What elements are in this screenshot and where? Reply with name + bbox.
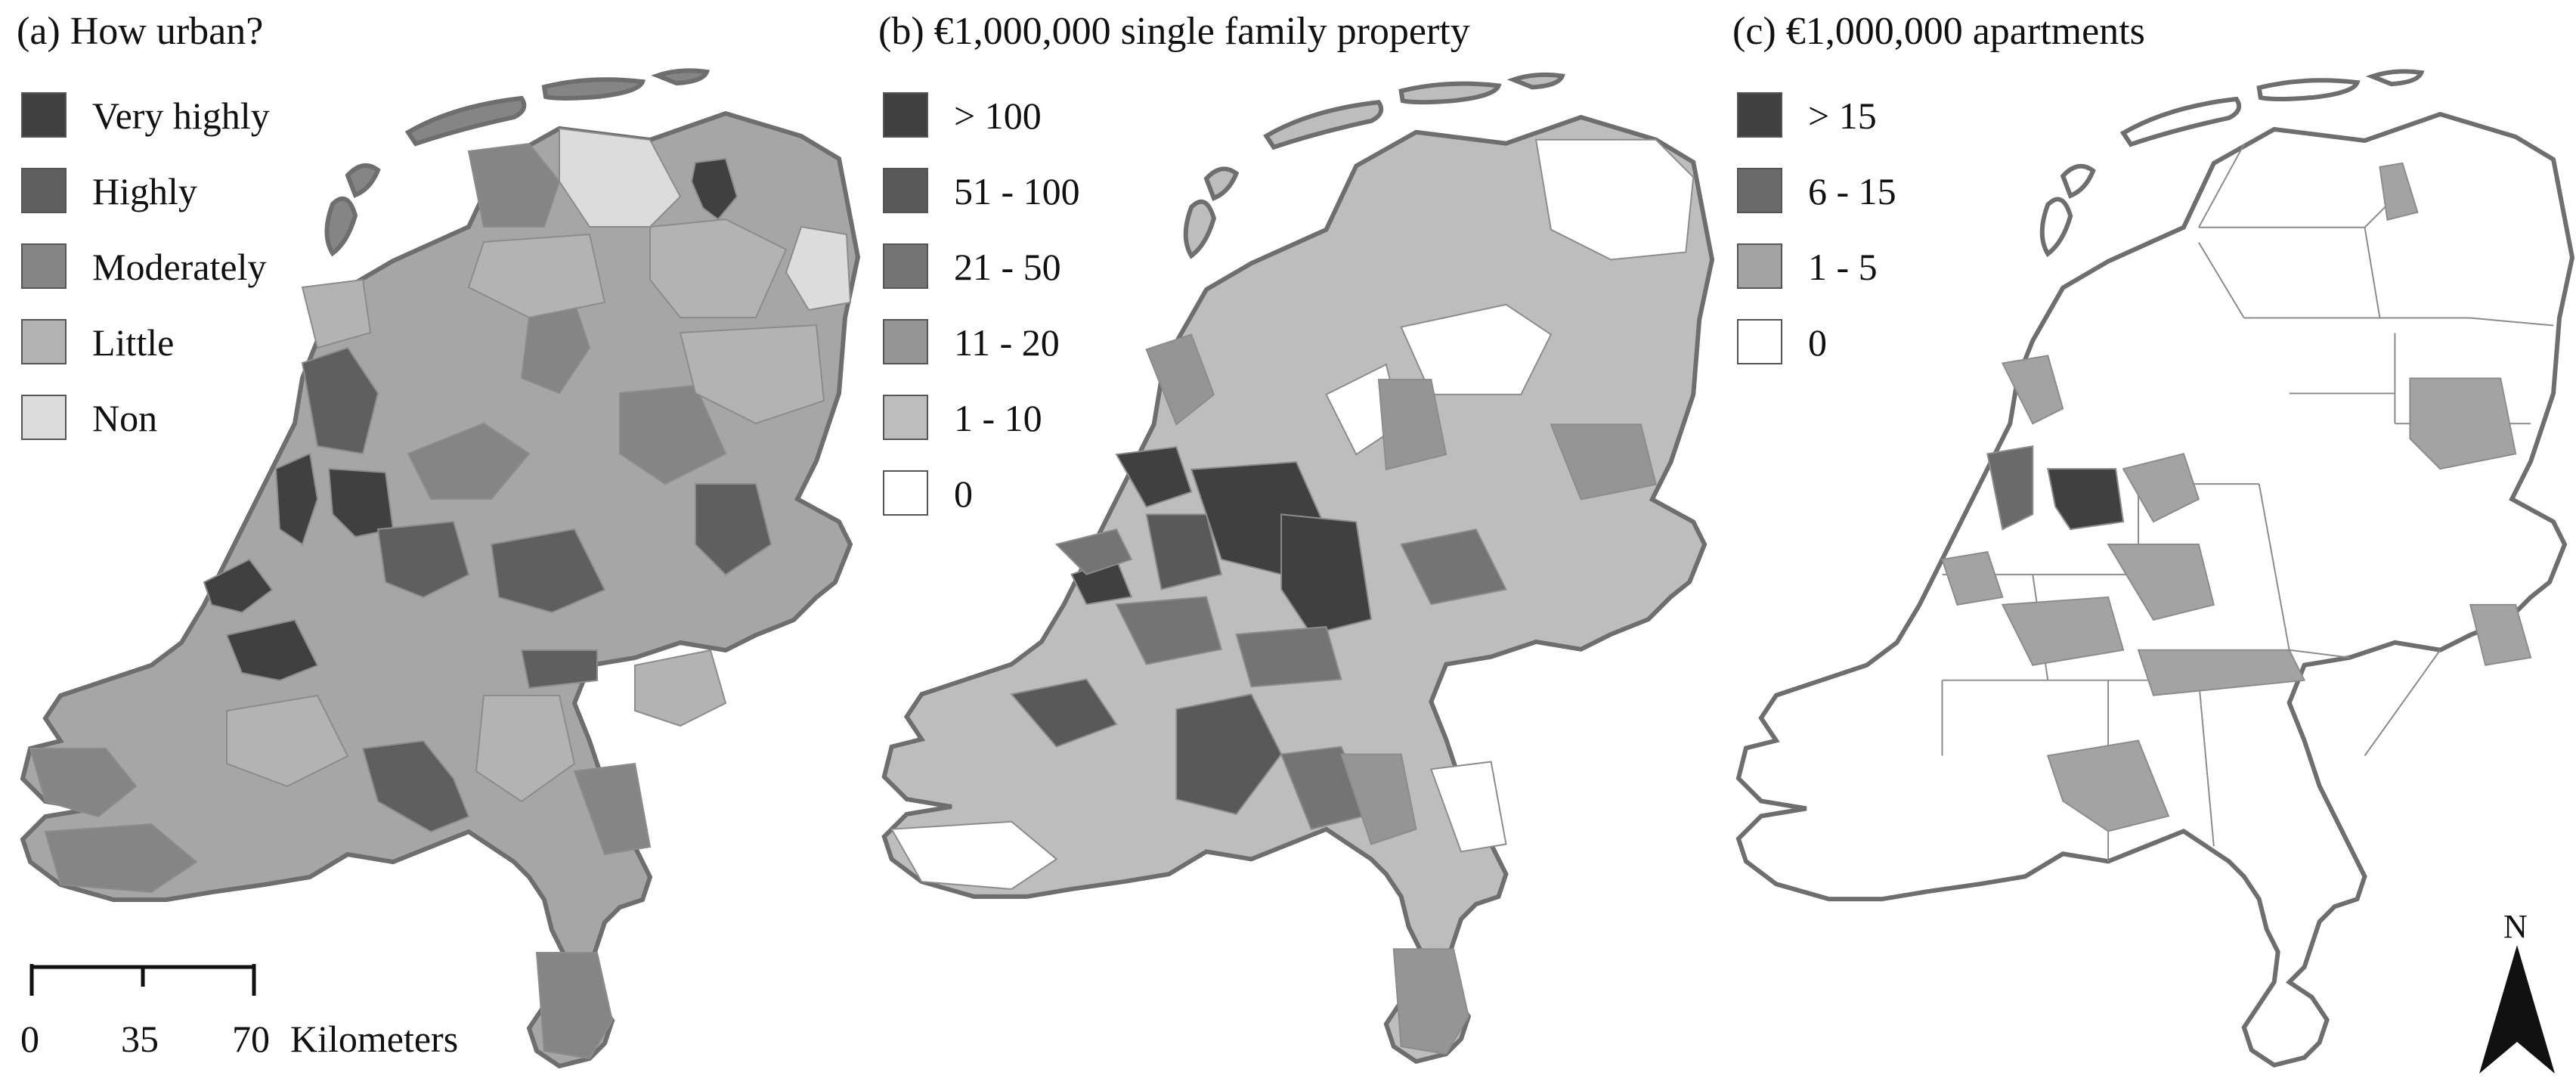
legend-swatch [883,92,928,138]
legend-swatch [21,319,67,364]
scale-bar-line [29,964,256,996]
map-apartments [1735,69,2575,1068]
legend-swatch [21,92,67,138]
scale-tick-label: 35 [121,1018,159,1060]
legend-swatch [883,168,928,213]
panel-title: (b) €1,000,000 single family property [878,10,1470,53]
legend-swatch [21,395,67,440]
legend-label: 1 - 10 [954,397,1042,439]
scale-unit-label: Kilometers [290,1018,459,1060]
legend-swatch [883,395,928,440]
legend-swatch [883,470,928,516]
legend-swatch [1737,168,1782,213]
region-fills [890,138,1695,1055]
wadden-islands [2039,69,2425,258]
legend-label: 51 - 100 [954,170,1080,212]
legend-swatch [883,319,928,364]
legend-label: 0 [954,473,973,515]
legend-label: Highly [92,170,197,212]
legend-label: Non [92,397,158,439]
legend-label: 21 - 50 [954,246,1061,288]
legend-label: 0 [1808,321,1827,364]
panel-how-urban: (a) How urban? Very highly Highly Modera… [0,0,862,1091]
legend-label: 6 - 15 [1808,170,1896,212]
north-arrow: N [2472,907,2562,1081]
legend-label: Little [92,321,175,364]
panel-single-family-property: (b) €1,000,000 single family property > … [862,0,1716,1091]
scale-tick-label: 0 [20,1018,39,1060]
legend-swatch [883,243,928,289]
legend-swatch [1737,319,1782,364]
north-label: N [2503,908,2528,945]
wadden-islands [1183,72,1565,259]
wadden-islands [324,68,711,257]
legend-swatch [21,168,67,213]
panel-title: (a) How urban? [17,10,264,53]
map-single-family-property [881,72,1715,1065]
legend-label: > 15 [1808,95,1877,137]
panel-title: (c) €1,000,000 apartments [1732,10,2145,53]
scale-bar: 0 35 70 Kilometers [0,949,529,1077]
country-outline [20,110,861,1069]
legend-label: Moderately [92,246,267,288]
legend-swatch [1737,92,1782,138]
region-fills [29,127,852,1060]
map-how-urban [20,68,861,1069]
north-arrow-icon [2479,945,2555,1074]
legend-label: Very highly [92,95,270,137]
legend-swatch [1737,243,1782,289]
legend-label: > 100 [954,95,1042,137]
legend-swatch [21,243,67,289]
legend-label: 11 - 20 [954,321,1060,364]
legend-label: 1 - 5 [1808,246,1878,288]
region-fills [1941,162,2532,832]
panel-apartments: (c) €1,000,000 apartments > 15 6 - 15 1 … [1716,0,2576,1091]
scale-tick-label: 70 [232,1018,270,1060]
